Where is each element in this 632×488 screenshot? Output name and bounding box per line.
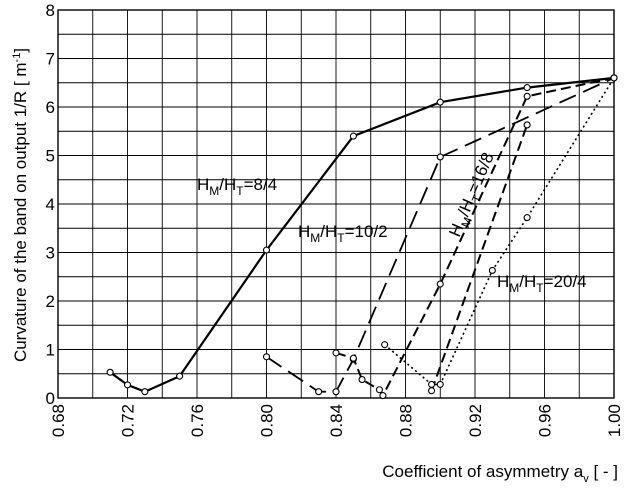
series-labels: HM/HT=8/4 HM/HT=10/2 HM/HT=16/8 HM/HT=20/4 [197,150,587,295]
data-point [611,75,617,81]
series-label: HM/HT=10/2 [298,222,388,245]
data-point [125,382,131,388]
x-tick-label: 0.92 [466,404,485,437]
data-point [524,122,530,128]
data-point [489,267,495,273]
x-tick-labels: 0.68 0.72 0.76 0.80 0.84 0.88 0.92 0.96 1.00 [49,404,624,437]
data-point [382,342,388,348]
data-point [107,369,113,375]
x-tick-label: 0.80 [258,404,277,437]
data-point [524,85,530,91]
grid [58,10,614,398]
x-tick-label: 0.96 [536,404,555,437]
series-label: HM/HT=8/4 [197,175,277,198]
x-tick-label: 0.72 [119,404,138,437]
y-axis-title: Curvature of the band on output 1/R [ m-… [11,48,30,362]
data-point [376,387,382,393]
data-point [350,133,356,139]
y-tick-label: 8 [46,1,55,20]
x-tick-label: 0.76 [188,404,207,437]
y-tick-label: 1 [46,341,55,360]
series-label: HM/HT=20/4 [497,272,587,295]
y-tick-label: 0 [46,389,55,408]
data-point [264,354,270,360]
data-point [429,381,435,387]
y-tick-labels: 0 1 2 3 4 5 6 7 8 [46,1,55,408]
x-tick-label: 0.88 [397,404,416,437]
data-point [142,389,148,395]
data-point [177,373,183,379]
y-tick-label: 3 [46,244,55,263]
series-label: HM/HT=16/8 [445,150,501,242]
data-point [333,350,339,356]
data-point [333,389,339,395]
data-point [524,215,530,221]
y-tick-label: 4 [46,195,55,214]
data-point [429,388,435,394]
y-tick-label: 7 [46,50,55,69]
y-tick-label: 2 [46,292,55,311]
data-point [359,377,365,383]
data-point [437,381,443,387]
data-point [264,247,270,253]
x-tick-label: 1.00 [605,404,624,437]
data-point [437,99,443,105]
data-point [437,281,443,287]
data-point [350,355,356,361]
data-point [524,93,530,99]
data-point [380,393,386,399]
y-tick-label: 6 [46,98,55,117]
data-point [437,154,443,160]
x-tick-label: 0.84 [327,404,346,437]
x-axis-title: Coefficient of asymmetry av [ - ] [382,462,618,485]
y-tick-label: 5 [46,147,55,166]
data-point [316,389,322,395]
x-tick-label: 0.68 [49,404,68,437]
